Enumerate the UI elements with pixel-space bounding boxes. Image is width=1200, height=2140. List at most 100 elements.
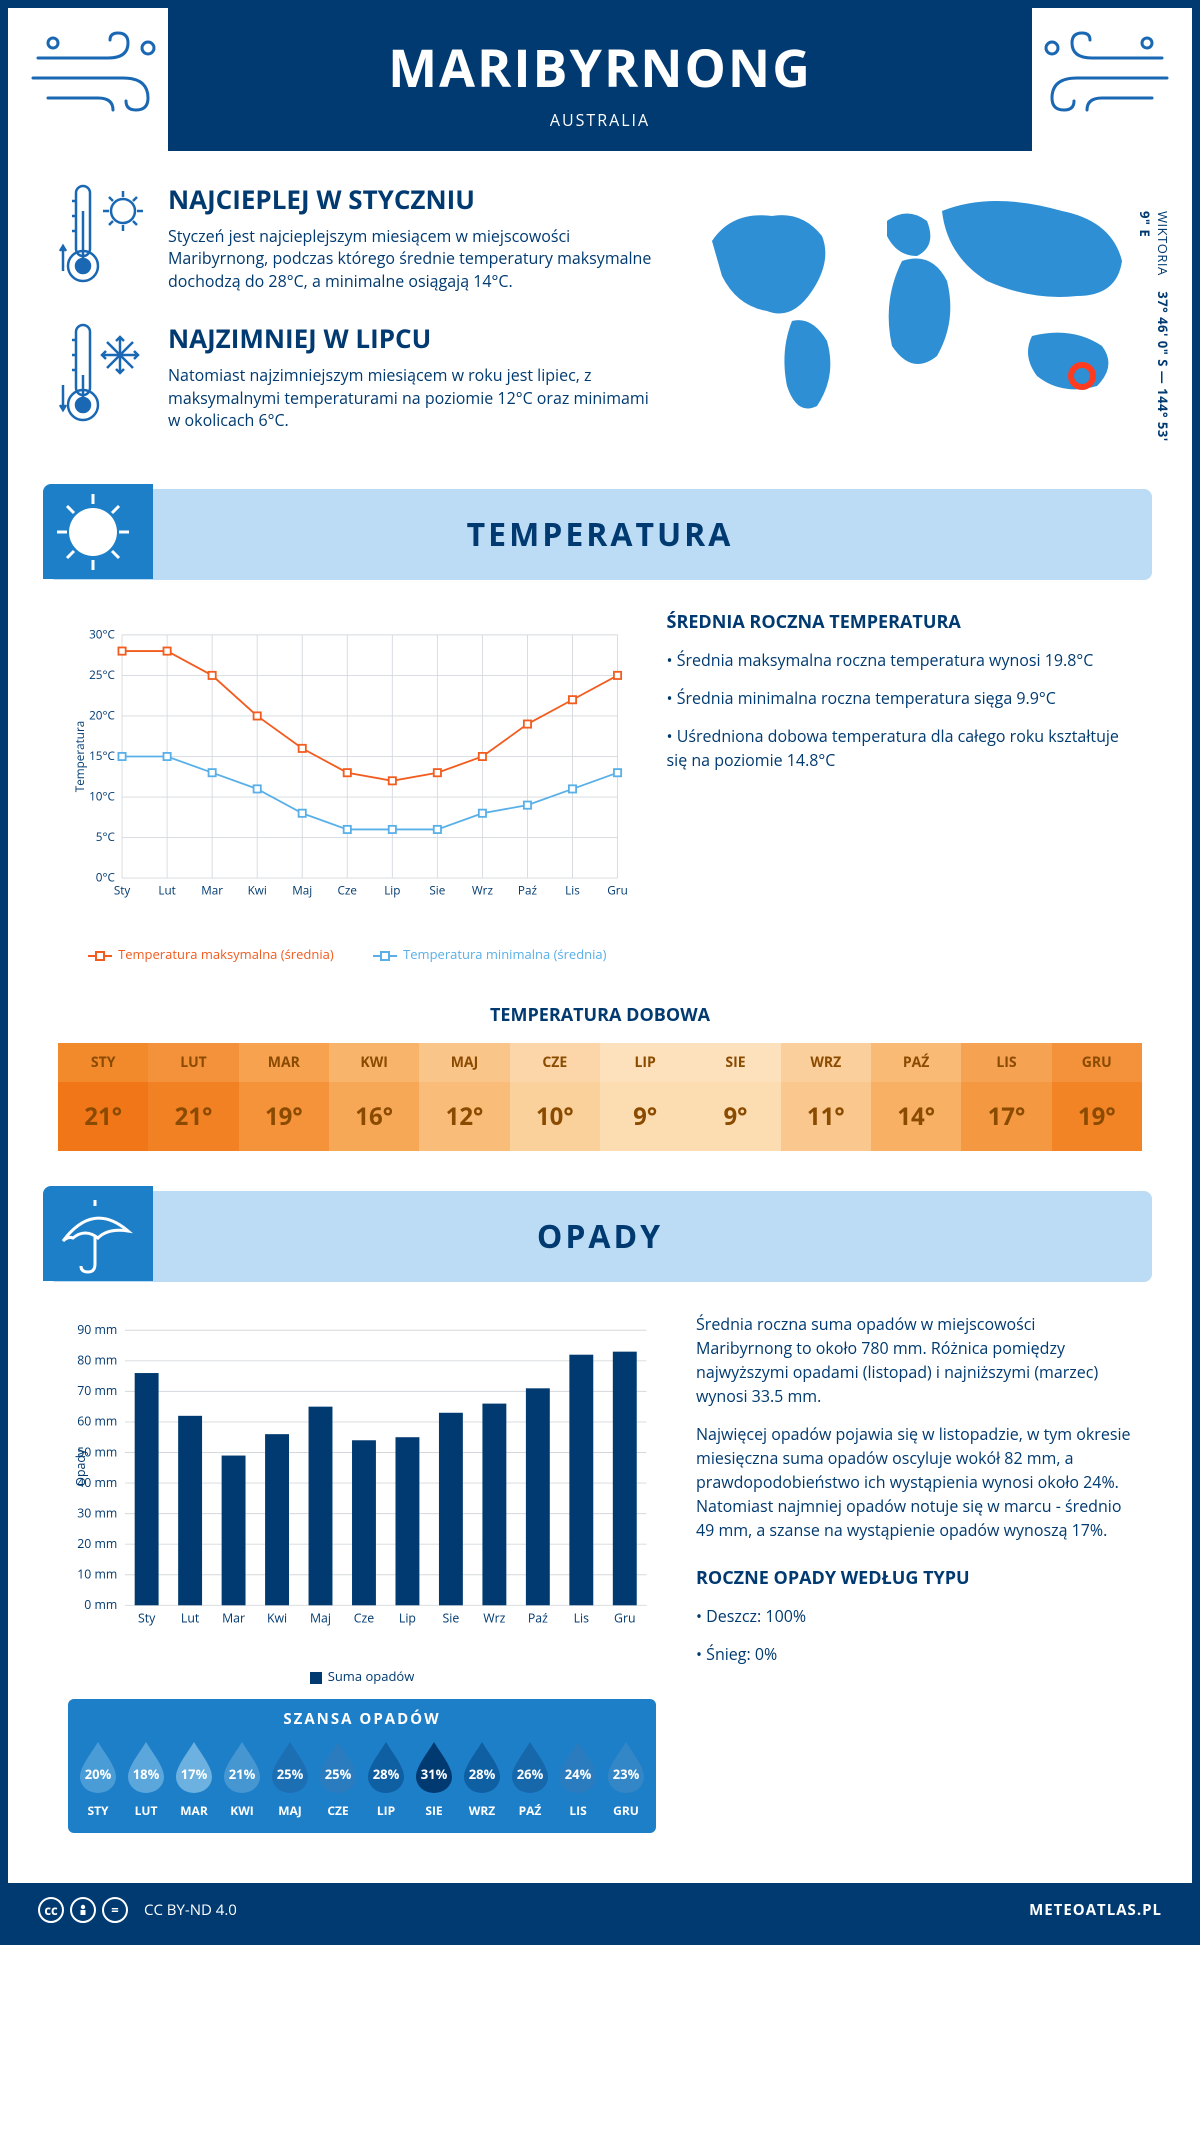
world-map-icon xyxy=(692,181,1142,431)
temperature-chart-area: 0°C5°C10°C15°C20°C25°C30°CStyLutMarKwiMa… xyxy=(8,610,1192,993)
chance-drops: 20%STY18%LUT17%MAR21%KWI25%MAJ25%CZE28%L… xyxy=(76,1739,648,1819)
wind-icon xyxy=(1032,28,1172,118)
svg-text:Mar: Mar xyxy=(222,1610,245,1627)
svg-text:Cze: Cze xyxy=(338,883,357,899)
svg-text:Lip: Lip xyxy=(399,1610,416,1627)
temp-table-cell: LIP9° xyxy=(600,1043,690,1151)
precip-para: Najwięcej opadów pojawia się w listopadz… xyxy=(696,1422,1132,1542)
svg-text:10 mm: 10 mm xyxy=(77,1566,117,1583)
chance-drop: 24%LIS xyxy=(556,1739,600,1819)
svg-text:Temperatura: Temperatura xyxy=(72,721,88,793)
svg-text:25%: 25% xyxy=(277,1765,304,1783)
svg-text:26%: 26% xyxy=(517,1765,544,1783)
chance-box: SZANSA OPADÓW 20%STY18%LUT17%MAR21%KWI25… xyxy=(68,1699,656,1833)
svg-text:Sty: Sty xyxy=(138,1610,156,1627)
temp-table-cell: PAŹ14° xyxy=(871,1043,961,1151)
chance-drop: 31%SIE xyxy=(412,1739,456,1819)
map-column: WIKTORIA 37° 46' 0" S — 144° 53' 9" E xyxy=(692,181,1142,459)
svg-text:Lis: Lis xyxy=(574,1610,590,1627)
daily-temp-table: STY21°LUT21°MAR19°KWI16°MAJ12°CZE10°LIP9… xyxy=(58,1043,1142,1151)
svg-text:Sty: Sty xyxy=(114,883,131,899)
temp-summary-title: ŚREDNIA ROCZNA TEMPERATURA xyxy=(667,610,1132,634)
chance-drop: 18%LUT xyxy=(124,1739,168,1819)
svg-text:15°C: 15°C xyxy=(89,748,115,764)
temp-table-cell: GRU19° xyxy=(1052,1043,1142,1151)
svg-text:Paź: Paź xyxy=(518,883,538,899)
svg-text:Kwi: Kwi xyxy=(248,883,267,899)
temp-table-cell: STY21° xyxy=(58,1043,148,1151)
temp-legend: Temperatura maksymalna (średnia) Tempera… xyxy=(68,945,627,963)
header-banner: MARIBYRNONG AUSTRALIA xyxy=(168,8,1032,151)
svg-text:Paź: Paź xyxy=(528,1610,548,1627)
svg-text:0 mm: 0 mm xyxy=(84,1596,117,1613)
svg-text:Maj: Maj xyxy=(310,1610,331,1627)
svg-text:Sie: Sie xyxy=(429,883,445,899)
thermometer-snow-icon xyxy=(58,320,148,430)
svg-text:20%: 20% xyxy=(85,1765,112,1783)
svg-text:24%: 24% xyxy=(565,1765,592,1783)
precip-summary: Średnia roczna suma opadów w miejscowośc… xyxy=(696,1312,1132,1833)
svg-text:30°C: 30°C xyxy=(89,627,115,643)
temperature-section-header: TEMPERATURA xyxy=(48,489,1152,580)
svg-text:23%: 23% xyxy=(613,1765,640,1783)
region-label: WIKTORIA xyxy=(1154,211,1172,276)
precip-bar-chart: 0 mm10 mm20 mm30 mm40 mm50 mm60 mm70 mm8… xyxy=(68,1312,656,1652)
facts-column: NAJCIEPLEJ W STYCZNIU Styczeń jest najci… xyxy=(58,181,652,459)
svg-text:Maj: Maj xyxy=(292,883,312,899)
svg-text:17%: 17% xyxy=(181,1765,208,1783)
chance-drop: 20%STY xyxy=(76,1739,120,1819)
svg-text:5°C: 5°C xyxy=(96,830,116,846)
svg-text:Kwi: Kwi xyxy=(267,1610,287,1627)
temp-table-cell: WRZ11° xyxy=(781,1043,871,1151)
svg-text:20°C: 20°C xyxy=(89,708,115,724)
svg-text:Lut: Lut xyxy=(181,1610,200,1627)
chance-drop: 21%KWI xyxy=(220,1739,264,1819)
chance-drop: 26%PAŹ xyxy=(508,1739,552,1819)
country-label: AUSTRALIA xyxy=(178,109,1022,131)
coldest-fact: NAJZIMNIEJ W LIPCU Natomiast najzimniejs… xyxy=(58,320,652,431)
svg-text:30 mm: 30 mm xyxy=(77,1505,117,1522)
page-title: MARIBYRNONG xyxy=(178,32,1022,103)
svg-text:Wrz: Wrz xyxy=(483,1610,505,1627)
coldest-title: NAJZIMNIEJ W LIPCU xyxy=(168,320,652,356)
chance-drop: 23%GRU xyxy=(604,1739,648,1819)
precip-type-bullet: • Deszcz: 100% xyxy=(696,1604,1132,1628)
chance-drop: 17%MAR xyxy=(172,1739,216,1819)
page: MARIBYRNONG AUSTRALIA xyxy=(0,0,1200,1945)
svg-text:Lut: Lut xyxy=(158,883,175,899)
svg-text:25°C: 25°C xyxy=(89,667,115,683)
coldest-text: Natomiast najzimniejszym miesiącem w rok… xyxy=(168,364,652,431)
temp-table-cell: SIE9° xyxy=(690,1043,780,1151)
brand: METEOATLAS.PL xyxy=(1029,1900,1162,1920)
svg-text:18%: 18% xyxy=(133,1765,160,1783)
svg-text:80 mm: 80 mm xyxy=(77,1352,117,1369)
chance-drop: 25%MAJ xyxy=(268,1739,312,1819)
license-badges: cc = CC BY-ND 4.0 xyxy=(38,1897,237,1923)
footer: cc = CC BY-ND 4.0 METEOATLAS.PL xyxy=(8,1883,1192,1937)
coordinates: WIKTORIA 37° 46' 0" S — 144° 53' 9" E xyxy=(1136,211,1172,459)
svg-text:Sie: Sie xyxy=(443,1610,460,1627)
temperature-summary: ŚREDNIA ROCZNA TEMPERATURA • Średnia mak… xyxy=(667,610,1132,963)
temp-table-cell: KWI16° xyxy=(329,1043,419,1151)
sun-icon xyxy=(43,484,153,579)
svg-text:Opady: Opady xyxy=(72,1448,89,1486)
precip-para: Średnia roczna suma opadów w miejscowośc… xyxy=(696,1312,1132,1408)
warmest-text: Styczeń jest najcieplejszym miesiącem w … xyxy=(168,225,652,292)
precip-section-header: OPADY xyxy=(48,1191,1152,1282)
svg-text:70 mm: 70 mm xyxy=(77,1383,117,1400)
warmest-title: NAJCIEPLEJ W STYCZNIU xyxy=(168,181,652,217)
daily-temp-title: TEMPERATURA DOBOWA xyxy=(8,1003,1192,1027)
svg-text:28%: 28% xyxy=(469,1765,496,1783)
svg-text:Gru: Gru xyxy=(607,883,626,899)
temp-table-cell: CZE10° xyxy=(510,1043,600,1151)
nd-icon: = xyxy=(102,1897,128,1923)
svg-text:Gru: Gru xyxy=(614,1610,636,1627)
svg-text:20 mm: 20 mm xyxy=(77,1535,117,1552)
by-icon xyxy=(70,1897,96,1923)
warmest-fact: NAJCIEPLEJ W STYCZNIU Styczeń jest najci… xyxy=(58,181,652,292)
svg-text:Lis: Lis xyxy=(565,883,580,899)
svg-text:10°C: 10°C xyxy=(89,789,115,805)
svg-text:0°C: 0°C xyxy=(96,870,116,886)
temp-bullet: • Średnia minimalna roczna temperatura s… xyxy=(667,686,1132,710)
svg-text:Wrz: Wrz xyxy=(472,883,494,899)
